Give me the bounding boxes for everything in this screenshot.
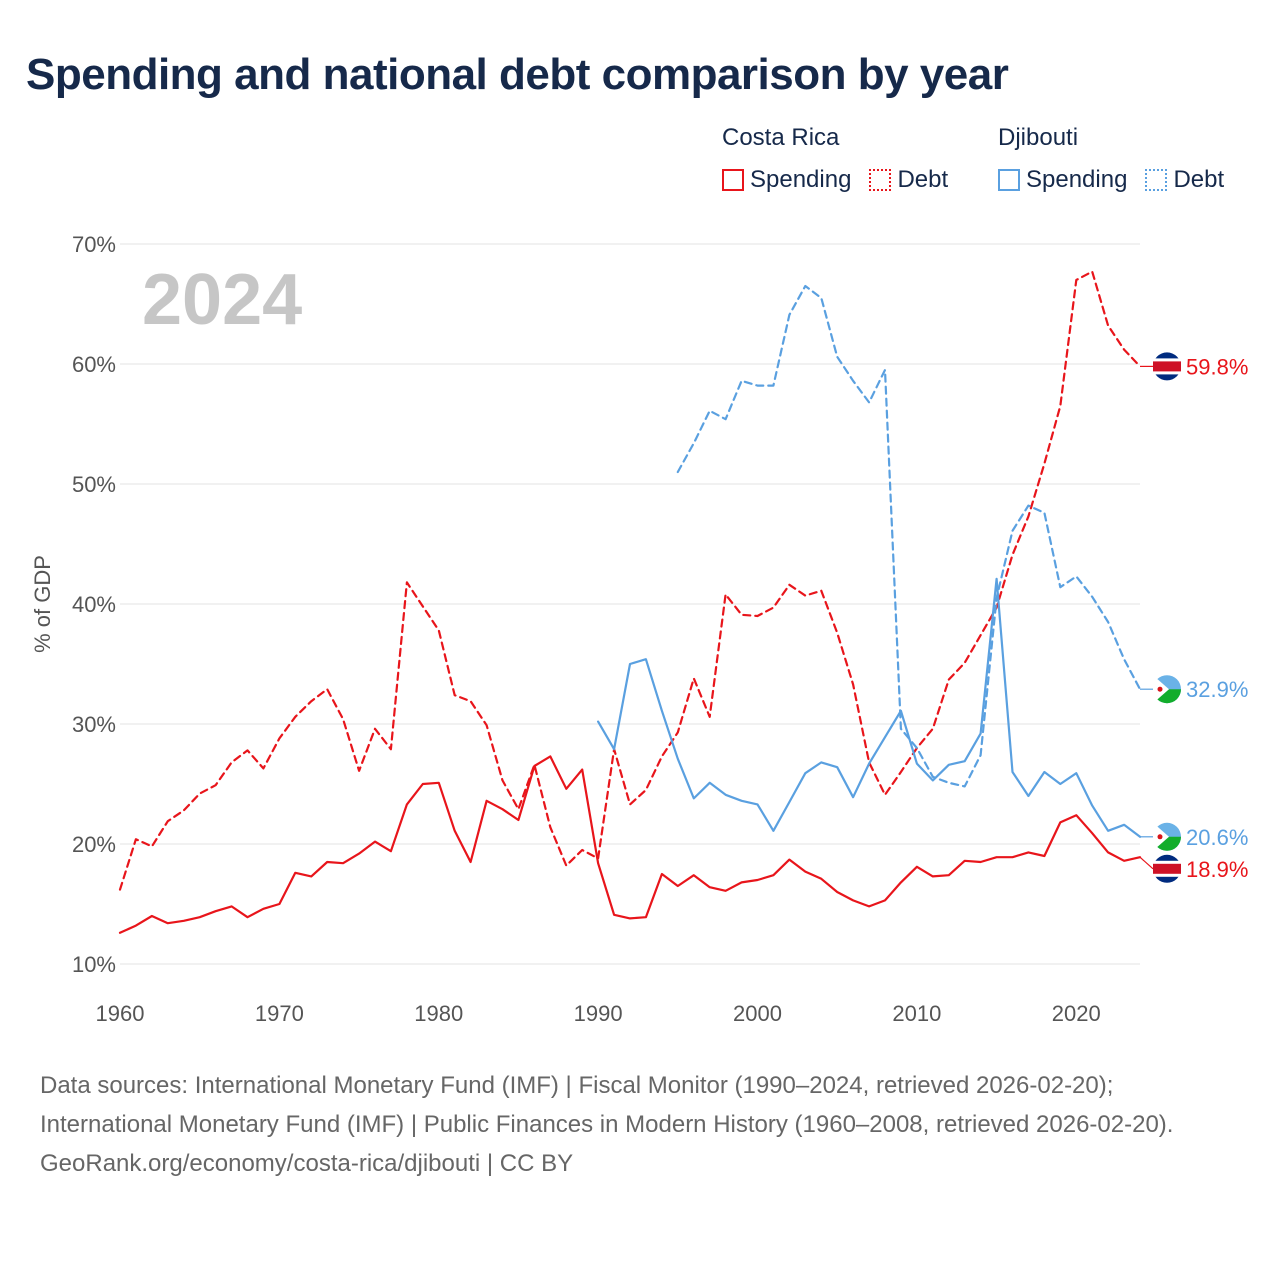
y-tick-label: 60%: [72, 352, 116, 377]
series-line-djibouti-spending: [596, 577, 1142, 838]
legend-label: Spending: [1026, 166, 1128, 193]
end-value-label: 32.9%: [1186, 677, 1248, 702]
x-tick-label: 1960: [96, 1001, 145, 1026]
y-tick-label: 50%: [72, 472, 116, 497]
y-tick-label: 30%: [72, 712, 116, 737]
flag-stripe-red: [1153, 361, 1181, 372]
line-chart: 2024 10% 20% 30% 40% 50% 60% 70% 1960 1970 1980 19…: [30, 232, 1248, 1026]
flag-star-icon: [1157, 834, 1163, 840]
end-marker: 32.9%: [1140, 675, 1248, 704]
flag-stripe-red: [1153, 863, 1181, 874]
end-value-label: 20.6%: [1186, 825, 1248, 850]
data-sources: Data sources: International Monetary Fun…: [40, 1072, 1174, 1138]
year-watermark-layer: 2024: [142, 260, 302, 340]
end-marker: 59.8%: [1140, 352, 1248, 381]
footer: Data sources: International Monetary Fun…: [40, 1066, 1240, 1183]
legend-item-costa-rica-spending[interactable]: Spending: [722, 166, 851, 194]
legend-label: Debt: [1173, 166, 1225, 193]
series-line-costa-rica-debt: [118, 270, 1142, 891]
legend-item-djibouti-spending[interactable]: Spending: [998, 166, 1127, 194]
y-axis-label: % of GDP: [30, 555, 55, 653]
x-tick-label: 2000: [733, 1001, 782, 1026]
y-tick-label: 70%: [72, 232, 116, 257]
axis-layer: 10% 20% 30% 40% 50% 60% 70% 1960 1970 1980 1990 200…: [30, 232, 1101, 1026]
end-value-label: 59.8%: [1186, 354, 1248, 379]
y-tick-label: 20%: [72, 832, 116, 857]
leader-line: [1139, 856, 1154, 870]
end-marker: 20.6%: [1140, 822, 1248, 851]
series-line-costa-rica-spending: [118, 755, 1142, 934]
x-tick-label: 1990: [574, 1001, 623, 1026]
x-tick-label: 2020: [1052, 1001, 1101, 1026]
end-labels-layer: 59.8% 32.9% 20.6% 18.9%: [1139, 352, 1248, 883]
end-marker: 18.9%: [1139, 854, 1248, 883]
legend-group-costa-rica: Costa Rica Spending Debt: [722, 124, 948, 194]
x-tick-label: 1970: [255, 1001, 304, 1026]
legend-label: Spending: [750, 166, 852, 193]
legend-swatch-solid-blue: [998, 169, 1020, 191]
grid: [120, 243, 1140, 965]
legend-country-djibouti: Djibouti: [998, 124, 1079, 151]
year-watermark: 2024: [142, 260, 302, 340]
credit-line[interactable]: GeoRank.org/economy/costa-rica/djibouti …: [40, 1150, 574, 1177]
x-tick-label: 1980: [414, 1001, 463, 1026]
flag-star-icon: [1157, 686, 1163, 692]
series-layer: [118, 270, 1142, 934]
series-line-djibouti-debt: [676, 284, 1142, 788]
legend-swatch-dotted-red: [869, 169, 892, 191]
legend-country-costa-rica: Costa Rica: [722, 124, 840, 151]
legend-swatch-dotted-blue: [1145, 169, 1168, 191]
legend-item-djibouti-debt[interactable]: Debt: [1145, 166, 1224, 194]
x-tick-label: 2010: [892, 1001, 941, 1026]
legend-item-costa-rica-debt[interactable]: Debt: [869, 166, 948, 194]
chart-title: Spending and national debt comparison by…: [26, 50, 1009, 99]
end-value-label: 18.9%: [1186, 857, 1248, 882]
legend-swatch-solid-red: [722, 169, 744, 191]
legend-group-djibouti: Djibouti Spending Debt: [998, 124, 1224, 194]
legend-label: Debt: [897, 166, 949, 193]
y-tick-label: 40%: [72, 592, 116, 617]
y-tick-label: 10%: [72, 952, 116, 977]
